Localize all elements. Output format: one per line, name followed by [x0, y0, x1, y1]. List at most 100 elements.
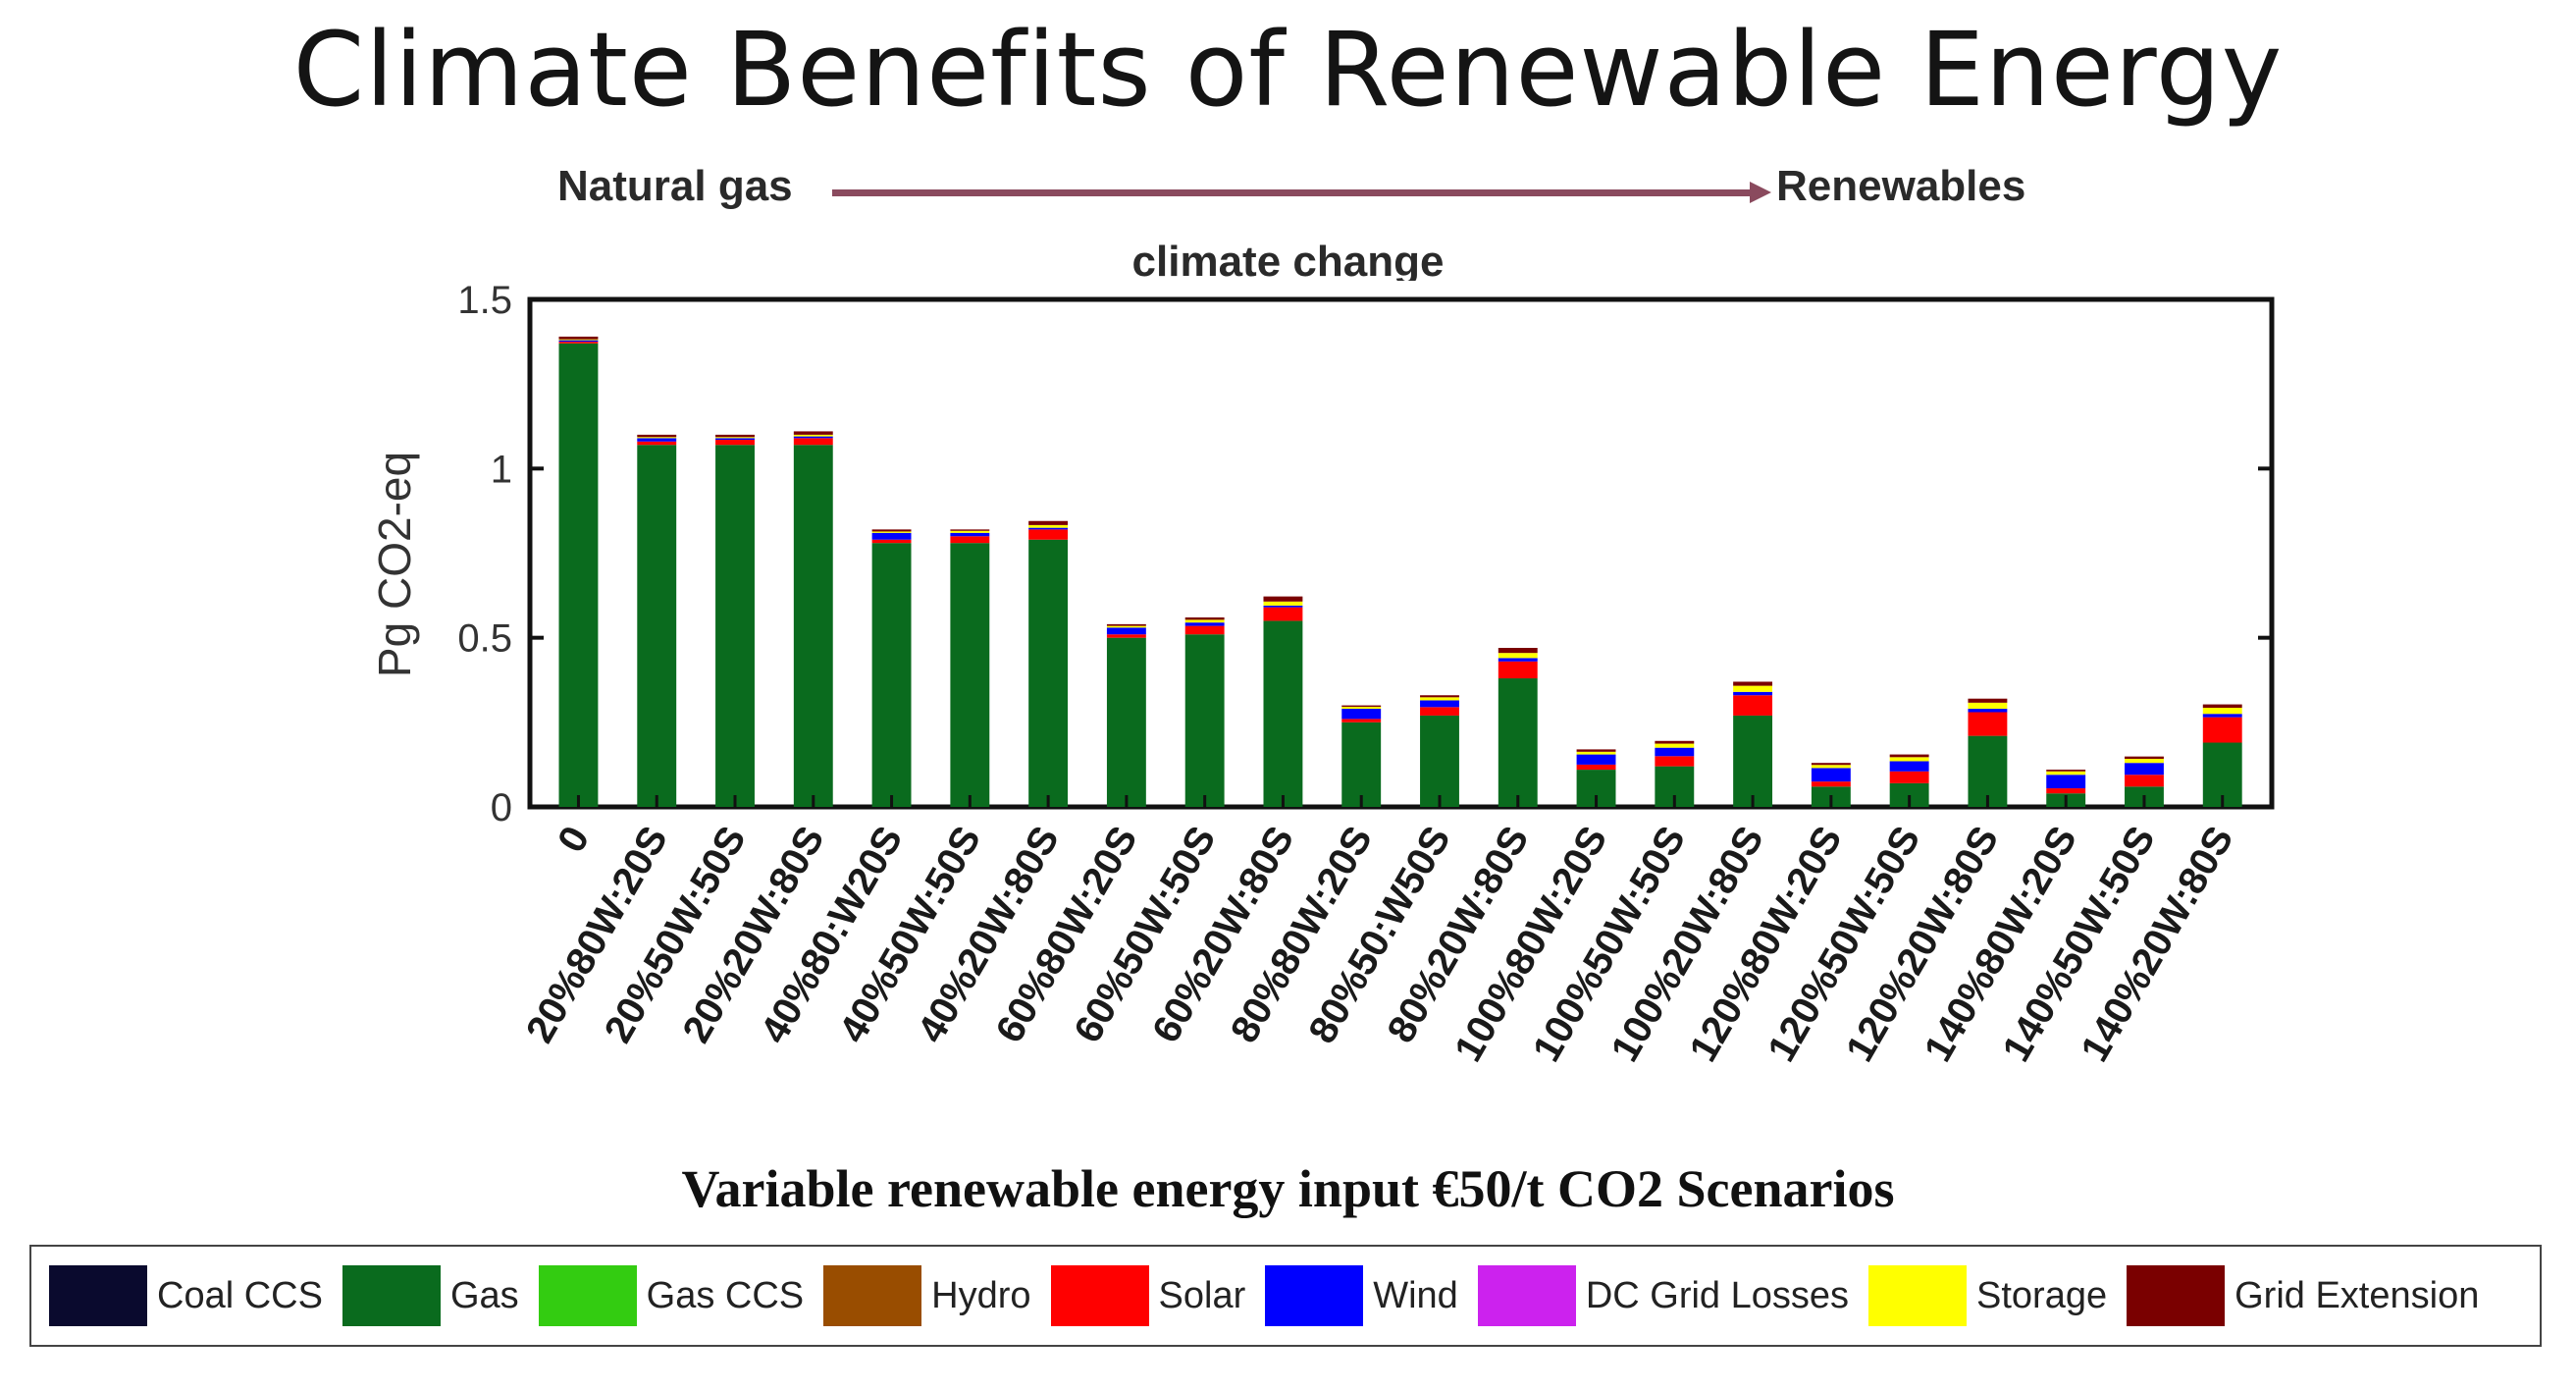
bar-segment-wind: [2046, 775, 2086, 789]
legend-swatch: [2127, 1265, 2226, 1326]
bar-segment-storage: [1733, 685, 1773, 692]
bar-segment-wind: [1498, 658, 1538, 662]
legend-label: Grid Extension: [2234, 1274, 2480, 1316]
legend-item: Gas CCS: [538, 1265, 805, 1326]
legend-label: Coal CCS: [157, 1274, 323, 1316]
bar-segment-wind: [558, 340, 599, 343]
legend-swatch: [49, 1265, 147, 1326]
bar-segment-gas: [1733, 715, 1773, 807]
bar-segment-solar: [1889, 771, 1929, 783]
page-title: Climate Benefits of Renewable Energy: [292, 10, 2284, 130]
bar-segment-wind: [950, 532, 990, 537]
bar-segment-storage: [1811, 765, 1851, 769]
legend-label: Hydro: [931, 1274, 1031, 1316]
arrow-start-label: Natural gas: [557, 162, 793, 210]
bar-segment-storage: [1655, 743, 1695, 748]
legend-swatch: [1050, 1265, 1149, 1326]
bar-segment-solar: [2202, 717, 2242, 743]
bar-segment-solar: [558, 342, 599, 344]
bar-segment-grid-extension: [2046, 770, 2086, 772]
bar-segment-grid-extension: [871, 529, 912, 532]
bar-segment-storage: [1498, 653, 1538, 659]
bar-segment-storage: [1968, 702, 2008, 710]
legend-swatch: [823, 1265, 922, 1326]
bar-segment-grid-extension: [1341, 705, 1382, 707]
bar-segment-grid-extension: [1576, 749, 1616, 752]
legend-item: Grid Extension: [2127, 1265, 2479, 1326]
legend-label: Wind: [1373, 1274, 1458, 1316]
bar-segment-storage: [1184, 619, 1225, 623]
bar-segment-storage: [558, 339, 599, 341]
bar-segment-grid-extension: [950, 529, 990, 531]
bar-segment-solar: [950, 536, 990, 544]
bar-segment-grid-extension: [637, 434, 677, 438]
legend-label: Solar: [1158, 1274, 1246, 1316]
bar-segment-solar: [1028, 529, 1069, 540]
bar-segment-gas: [637, 445, 677, 807]
bar-segment-wind: [1576, 754, 1616, 765]
bar-segment-wind: [1968, 709, 2008, 713]
legend-item: Hydro: [823, 1265, 1031, 1326]
bar-segment-gas: [1968, 735, 2008, 807]
bar-segment-grid-extension: [1655, 740, 1695, 744]
bar-segment-grid-extension: [1028, 520, 1069, 525]
bar-segment-storage: [1263, 601, 1303, 606]
legend-swatch: [1477, 1265, 1576, 1326]
bar-segment-grid-extension: [1811, 763, 1851, 766]
bar-segment-gas: [1420, 715, 1459, 807]
x-tick-label: 0: [550, 820, 598, 860]
bar-segment-grid-extension: [1184, 616, 1225, 620]
bar-segment-gas: [1184, 634, 1225, 807]
bar-segment-grid-extension: [1889, 754, 1929, 758]
legend-item: Gas: [342, 1265, 519, 1326]
arrow-end-label: Renewables: [1776, 162, 2026, 210]
legend-label: Gas CCS: [646, 1274, 805, 1316]
bar-segment-gas: [871, 543, 912, 807]
bar-segment-grid-extension: [558, 336, 599, 340]
legend-label: DC Grid Losses: [1585, 1274, 1850, 1316]
bar-segment-solar: [1106, 634, 1146, 638]
bar-segment-grid-extension: [1968, 698, 2008, 703]
bar-segment-storage: [637, 437, 677, 439]
bar-segment-wind: [1184, 622, 1225, 626]
bar-segment-wind: [2125, 763, 2164, 775]
bar-segment-storage: [1576, 751, 1616, 755]
bar-segment-storage: [2046, 771, 2086, 775]
bar-segment-solar: [793, 438, 833, 446]
bar-segment-gas: [950, 543, 990, 807]
bar-segment-storage: [793, 434, 833, 437]
bar-segment-storage: [1341, 706, 1382, 710]
legend: Coal CCS Gas Gas CCS Hydro Solar Wind DC Grid …: [29, 1245, 2542, 1347]
bar-segment-storage: [2202, 708, 2242, 715]
legend-item: DC Grid Losses: [1477, 1265, 1850, 1326]
chart-subtitle: climate change: [1131, 238, 1445, 281]
y-tick-label: 1: [491, 448, 512, 491]
bar-segment-wind: [1811, 768, 1851, 782]
bar-segment-gas: [1028, 539, 1069, 807]
bar-segment-solar: [1420, 707, 1459, 716]
legend-swatch: [342, 1265, 441, 1326]
y-tick-label: 0.5: [457, 617, 512, 661]
bar-segment-grid-extension: [1498, 648, 1538, 654]
bar-segment-solar: [1184, 625, 1225, 635]
bar-segment-solar: [1655, 756, 1695, 767]
legend-swatch: [538, 1265, 637, 1326]
bar-segment-wind: [1655, 747, 1695, 757]
bar-segment-wind: [793, 436, 833, 439]
bar-segment-storage: [1420, 697, 1459, 701]
bar-segment-solar: [715, 440, 755, 446]
bar-segment-storage: [871, 531, 912, 533]
bar-segment-wind: [1889, 761, 1929, 772]
legend-item: Wind: [1265, 1265, 1458, 1326]
bar-segment-gas: [1263, 620, 1303, 807]
bar-segment-storage: [2125, 759, 2164, 764]
bar-segment-solar: [871, 539, 912, 544]
bar-segment-gas: [558, 343, 599, 807]
bar-segment-solar: [1968, 712, 2008, 736]
bar-segment-wind: [637, 438, 677, 442]
bar-segment-wind: [1263, 605, 1303, 608]
legend-label: Gas: [449, 1274, 519, 1316]
bar-segment-gas: [1106, 637, 1146, 807]
x-axis-label: Variable renewable energy input €50/t CO…: [681, 1159, 1895, 1218]
stacked-bar-chart: 00.511.5020%80W:20S20%50W:50S20%20W:80S4…: [369, 279, 2275, 1069]
